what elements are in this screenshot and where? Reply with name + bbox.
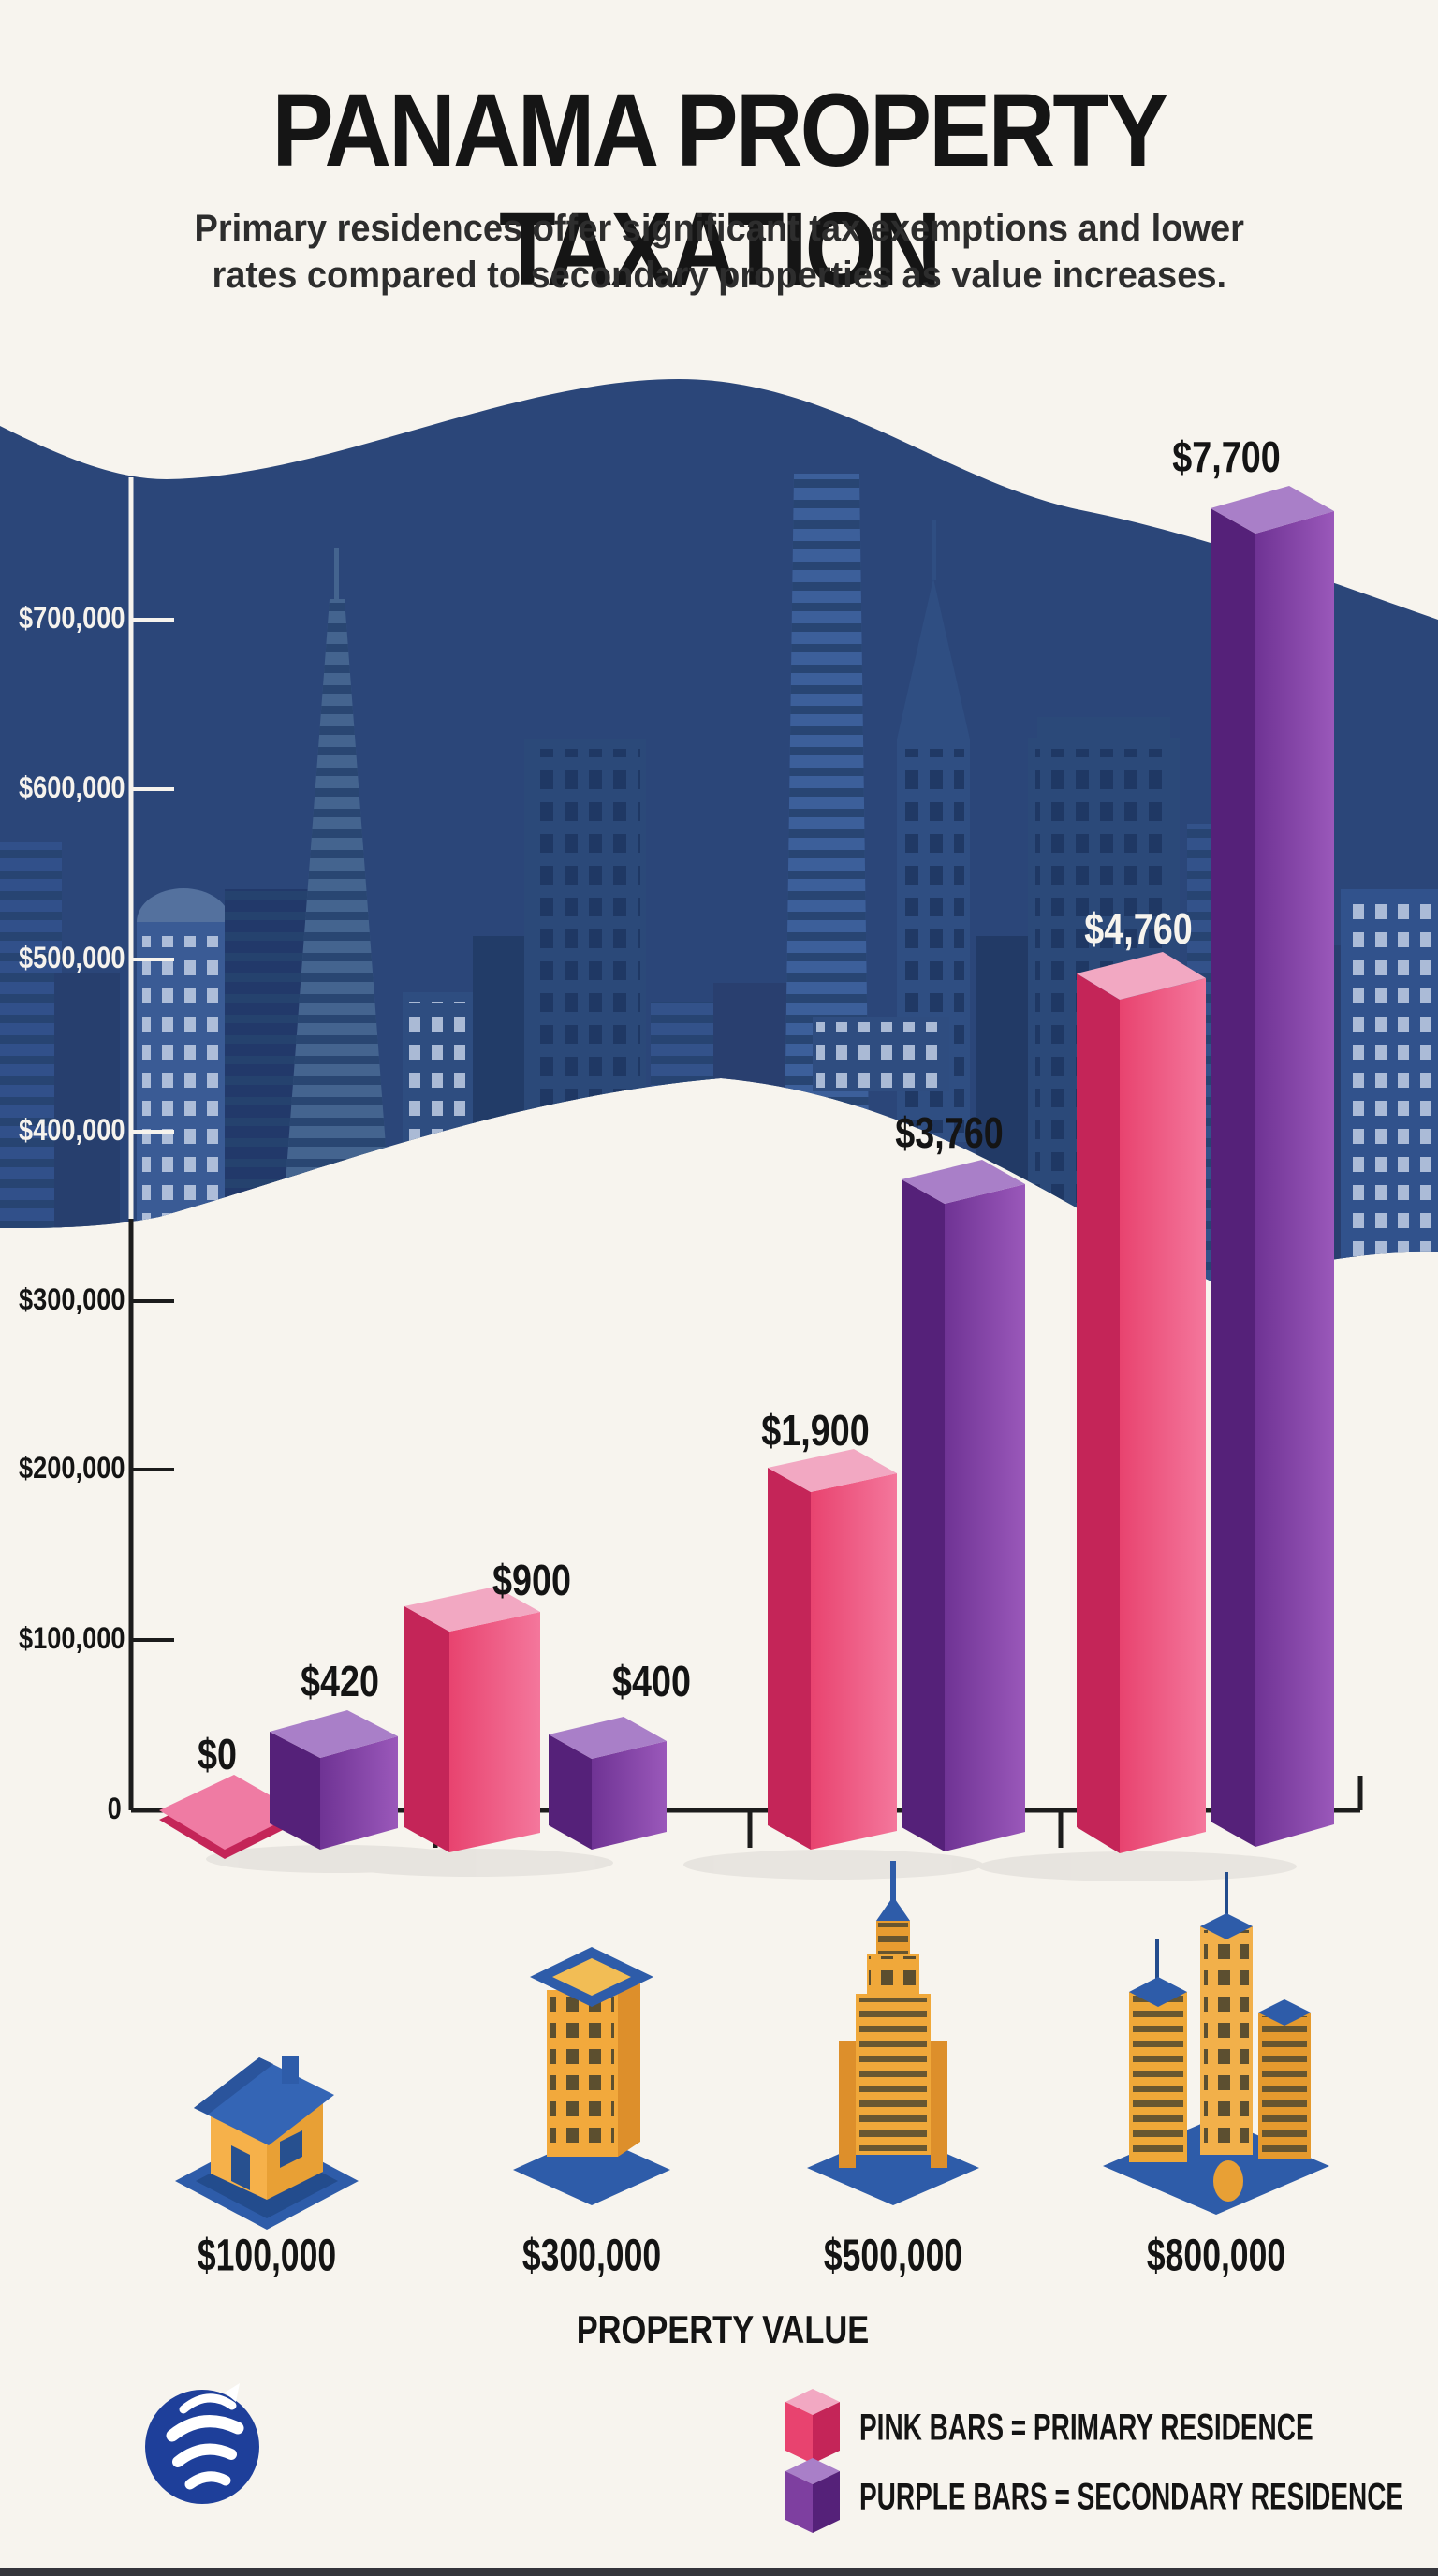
value-label-primary-500k: $1,900: [761, 1406, 870, 1455]
apartment-building-icon: [513, 1947, 670, 2205]
value-label-secondary-500k: $3,760: [895, 1108, 1004, 1157]
value-label-primary-300k: $900: [492, 1556, 571, 1604]
bar-primary-100k: [159, 1775, 300, 1859]
y-tick-200k: $200,000: [19, 1451, 125, 1485]
legend-item-primary: PINK BARS = PRIMARY RESIDENCE: [859, 2407, 1313, 2449]
legend-pink-swatch-icon: [785, 2389, 840, 2464]
y-tick-100k: $100,000: [19, 1621, 125, 1655]
skyscraper-icon: [807, 1861, 979, 2205]
y-ticks-black: [131, 1299, 174, 1642]
bar-secondary-300k: [549, 1717, 667, 1850]
y-tick-500k: $500,000: [19, 941, 125, 974]
value-label-primary-100k: $0: [198, 1730, 237, 1778]
value-label-secondary-100k: $420: [301, 1657, 379, 1705]
bar-shadows: [206, 1845, 1297, 1881]
dolphin-wave-logo-icon: [145, 2383, 259, 2504]
y-tick-400k: $400,000: [19, 1113, 125, 1147]
value-label-secondary-800k: $7,700: [1172, 432, 1281, 481]
bar-primary-800k: [1077, 952, 1206, 1853]
subtitle-line-1: Primary residences offer significant tax…: [194, 208, 1244, 249]
bar-secondary-100k: [270, 1710, 398, 1850]
page-title: PANAMA PROPERTY TAXATION: [271, 73, 1168, 307]
y-tick-300k: $300,000: [19, 1282, 125, 1316]
house-icon: [175, 2056, 359, 2230]
y-tick-600k: $600,000: [19, 770, 125, 804]
y-tick-0: 0: [107, 1792, 122, 1825]
x-label-100k: $100,000: [197, 2231, 337, 2281]
x-label-300k: $300,000: [521, 2231, 662, 2281]
bar-secondary-500k: [902, 1160, 1025, 1852]
y-ticks-white: [131, 618, 174, 1134]
skyscraper-cluster-icon: [1103, 1872, 1329, 2215]
legend-purple-swatch-icon: [785, 2458, 840, 2533]
bar-secondary-800k: [1211, 486, 1334, 1847]
bar-primary-500k: [768, 1449, 897, 1850]
bars-layer: [159, 486, 1334, 1859]
x-label-500k: $500,000: [823, 2231, 963, 2281]
x-label-800k: $800,000: [1146, 2231, 1286, 2281]
value-label-primary-800k: $4,760: [1084, 904, 1193, 953]
bar-primary-300k: [404, 1587, 540, 1852]
bottom-edge-strip: [0, 2568, 1438, 2576]
y-tick-700k: $700,000: [19, 601, 125, 635]
value-label-secondary-300k: $400: [612, 1657, 691, 1705]
y-axis: [128, 477, 174, 1810]
legend-item-secondary: PURPLE BARS = SECONDARY RESIDENCE: [859, 2476, 1404, 2518]
subtitle-line-2: rates compared to secondary properties a…: [212, 255, 1226, 296]
x-axis-title: PROPERTY VALUE: [576, 2307, 870, 2351]
